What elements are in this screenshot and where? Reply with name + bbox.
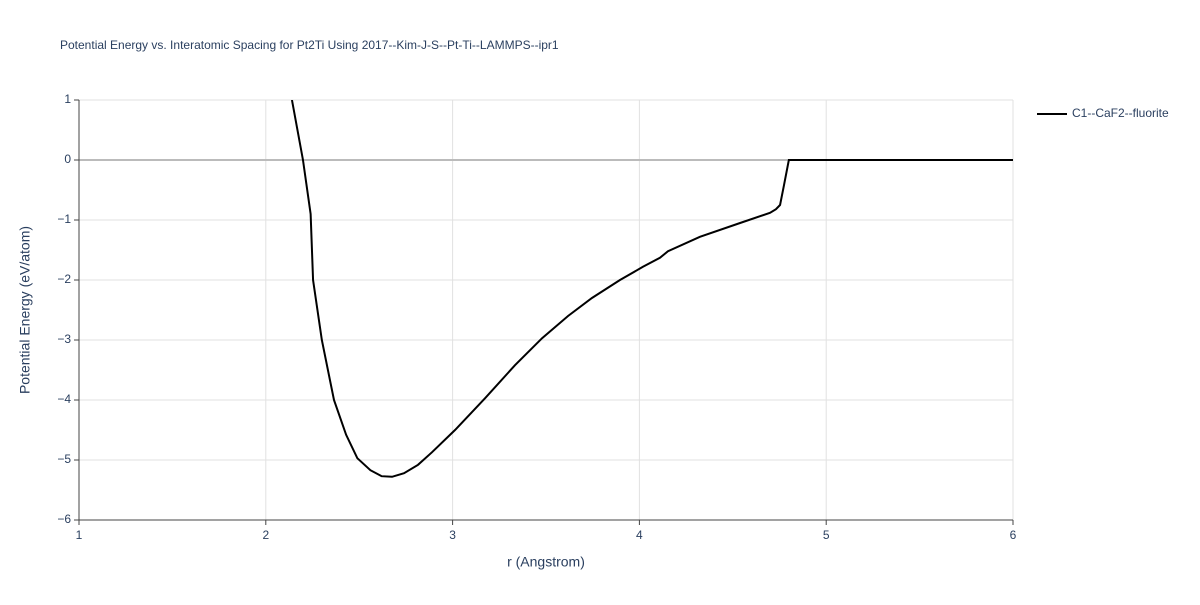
legend-label: C1--CaF2--fluorite	[1072, 106, 1169, 120]
x-tick-label: 1	[76, 528, 83, 542]
chart-title: Potential Energy vs. Interatomic Spacing…	[60, 38, 559, 52]
x-tick-label: 3	[449, 528, 456, 542]
x-tick-label: 5	[823, 528, 830, 542]
y-tick-label: −2	[57, 272, 71, 286]
y-tick-label: −3	[57, 332, 71, 346]
y-tick-label: −4	[57, 392, 71, 406]
y-tick-label: −6	[57, 512, 71, 526]
y-tick-label: −1	[57, 212, 71, 226]
y-axis-label: Potential Energy (eV/atom)	[17, 226, 33, 394]
series-line	[290, 100, 1013, 478]
y-tick-label: 0	[64, 152, 71, 166]
x-tick-label: 6	[1010, 528, 1017, 542]
y-tick-label: 1	[64, 92, 71, 106]
x-axis-label: r (Angstrom)	[507, 554, 585, 570]
y-tick-label: −5	[57, 452, 71, 466]
x-tick-label: 4	[636, 528, 643, 542]
x-tick-label: 2	[262, 528, 269, 542]
